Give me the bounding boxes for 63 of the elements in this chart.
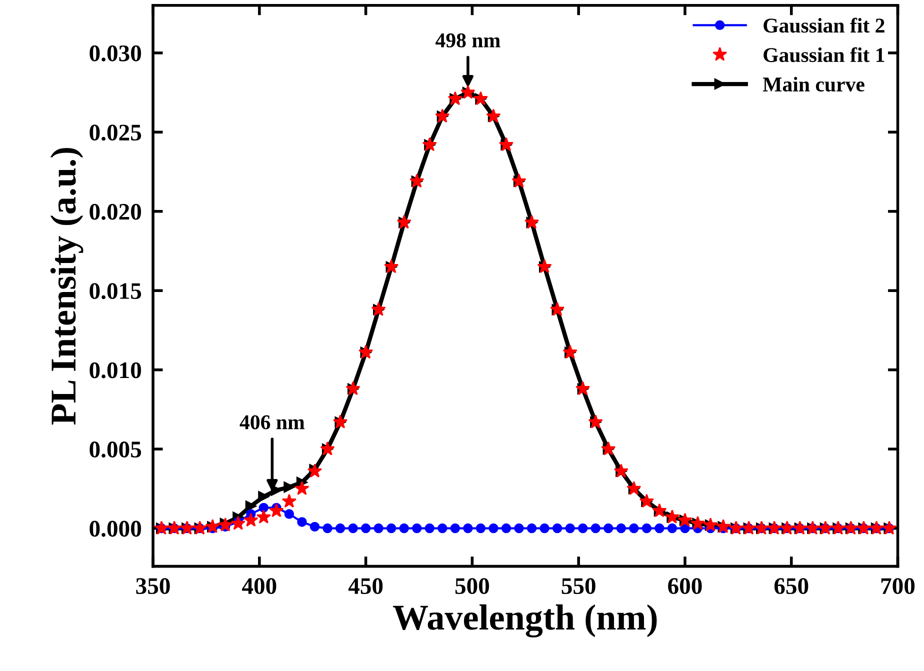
point bbox=[654, 523, 664, 534]
x-tick-label: 600 bbox=[668, 578, 702, 594]
point bbox=[642, 523, 652, 534]
y-tick-label: 0.030 bbox=[90, 45, 142, 62]
point bbox=[258, 491, 270, 502]
legend-label: Gaussian fit 1 bbox=[764, 47, 884, 62]
point bbox=[310, 522, 320, 532]
legend-label: Gaussian fit 2 bbox=[764, 18, 884, 33]
point bbox=[244, 512, 258, 527]
point bbox=[269, 503, 284, 518]
point bbox=[282, 494, 296, 508]
point bbox=[629, 523, 639, 534]
point bbox=[616, 523, 626, 534]
x-tick-label: 700 bbox=[881, 578, 915, 594]
x-tick-label: 350 bbox=[136, 578, 170, 594]
point bbox=[604, 523, 614, 534]
x-tick-label: 550 bbox=[562, 578, 596, 594]
x-tick-label: 400 bbox=[242, 578, 276, 594]
point bbox=[590, 523, 600, 534]
point bbox=[514, 523, 524, 534]
point bbox=[488, 523, 498, 534]
point bbox=[374, 523, 384, 534]
point bbox=[348, 523, 358, 534]
point bbox=[424, 523, 434, 534]
point bbox=[463, 523, 473, 534]
x-tick-label: 450 bbox=[348, 578, 383, 594]
point bbox=[256, 510, 271, 524]
point bbox=[667, 523, 678, 534]
point bbox=[540, 523, 550, 534]
annotation: 406 nm bbox=[240, 415, 305, 430]
point bbox=[230, 516, 246, 530]
y-tick-label: 0.000 bbox=[90, 520, 142, 537]
point bbox=[297, 517, 307, 527]
point bbox=[399, 523, 409, 534]
annotation: 498 nm bbox=[436, 33, 500, 48]
point bbox=[360, 523, 371, 534]
x-tick-label: 500 bbox=[455, 578, 489, 594]
y-tick-label: 0.015 bbox=[90, 283, 142, 300]
point bbox=[284, 509, 294, 519]
point bbox=[322, 523, 332, 534]
point bbox=[438, 523, 448, 534]
x-axis-title: Wavelength (nm) bbox=[392, 604, 657, 638]
point bbox=[294, 481, 310, 495]
legend-label: Main curve bbox=[762, 76, 864, 92]
y-tick-label: 0.005 bbox=[90, 442, 142, 458]
y-tick-label: 0.010 bbox=[90, 362, 142, 378]
y-tick-label: 0.020 bbox=[90, 204, 142, 220]
point bbox=[565, 523, 575, 534]
point bbox=[501, 523, 512, 534]
point bbox=[578, 523, 588, 534]
y-axis-title: PL Intensity (a.u.) bbox=[50, 148, 84, 425]
point bbox=[476, 523, 486, 534]
point bbox=[284, 482, 295, 493]
x-tick-label: 650 bbox=[774, 578, 808, 594]
point bbox=[552, 523, 562, 534]
point bbox=[412, 523, 422, 534]
y-tick-label: 0.025 bbox=[90, 124, 142, 141]
point bbox=[450, 523, 460, 534]
point bbox=[258, 502, 269, 513]
point bbox=[335, 523, 346, 534]
point bbox=[386, 523, 396, 534]
point bbox=[270, 484, 282, 496]
point bbox=[526, 523, 537, 534]
